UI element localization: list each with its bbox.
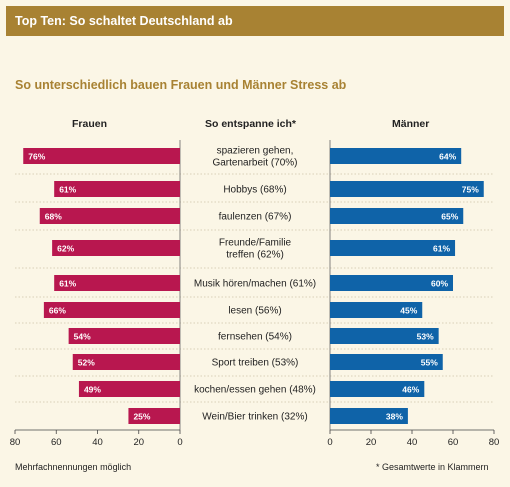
women-value-label: 49%	[84, 385, 101, 395]
right-axis-tick-label: 80	[489, 437, 500, 448]
women-bar	[128, 408, 180, 424]
women-bar	[68, 328, 180, 344]
men-bar	[330, 381, 425, 397]
left-axis-tick-label: 80	[10, 437, 21, 448]
men-value-label: 55%	[421, 358, 438, 368]
category-label: kochen/essen gehen (48%)	[194, 385, 316, 396]
men-value-label: 64%	[439, 152, 456, 162]
women-value-label: 54%	[74, 332, 91, 342]
women-value-label: 61%	[59, 185, 76, 195]
left-axis-tick-label: 0	[177, 437, 182, 448]
category-label: Freunde/Familie treffen (62%)	[219, 238, 292, 261]
women-value-label: 68%	[45, 212, 62, 222]
men-bar	[330, 408, 408, 424]
men-value-label: 60%	[431, 279, 448, 289]
header-activity: So entspanne ich*	[205, 118, 297, 130]
banner-title: Top Ten: So schaltet Deutschland ab	[6, 6, 504, 36]
women-bar	[43, 302, 180, 318]
women-value-label: 62%	[57, 244, 74, 254]
men-bar	[330, 240, 456, 256]
category-label: fernsehen (54%)	[218, 332, 292, 343]
men-value-label: 75%	[462, 185, 479, 195]
right-axis-tick-label: 40	[407, 437, 418, 448]
chart-subtitle: So unterschiedlich bauen Frauen und Männ…	[15, 78, 347, 92]
men-value-label: 53%	[417, 332, 434, 342]
women-bar	[39, 208, 180, 224]
men-value-label: 65%	[441, 212, 458, 222]
men-value-label: 38%	[386, 412, 403, 422]
left-axis-tick-label: 60	[51, 437, 62, 448]
right-axis-tick-label: 0	[327, 437, 332, 448]
women-bar	[78, 381, 180, 397]
header-men: Männer	[392, 118, 430, 130]
women-bar	[54, 181, 180, 197]
men-bar	[330, 148, 462, 164]
men-bar	[330, 208, 464, 224]
header-women: Frauen	[72, 118, 108, 130]
footnote-right: * Gesamtwerte in Klammern	[376, 462, 489, 472]
category-label: spazieren gehen, Gartenarbeit (70%)	[212, 146, 297, 169]
men-bar	[330, 275, 453, 291]
men-value-label: 45%	[400, 306, 417, 316]
category-label: Hobbys (68%)	[223, 185, 286, 196]
men-bar	[330, 328, 439, 344]
women-value-label: 25%	[133, 412, 150, 422]
category-label: Musik hören/machen (61%)	[194, 279, 316, 290]
left-axis-tick-label: 40	[92, 437, 103, 448]
right-axis-tick-label: 20	[366, 437, 377, 448]
men-bar	[330, 181, 484, 197]
women-bar	[54, 275, 180, 291]
men-bar	[330, 302, 423, 318]
women-value-label: 52%	[78, 358, 95, 368]
women-bar	[72, 354, 180, 370]
men-value-label: 46%	[402, 385, 419, 395]
category-label: Wein/Bier trinken (32%)	[202, 412, 307, 423]
women-value-label: 76%	[28, 152, 45, 162]
women-value-label: 61%	[59, 279, 76, 289]
category-label: faulenzen (67%)	[219, 212, 292, 223]
women-value-label: 66%	[49, 306, 66, 316]
men-bar	[330, 354, 443, 370]
left-axis-tick-label: 20	[133, 437, 144, 448]
men-value-label: 61%	[433, 244, 450, 254]
women-bar	[52, 240, 180, 256]
women-bar	[23, 148, 180, 164]
right-axis-tick-label: 60	[448, 437, 459, 448]
category-label: Sport treiben (53%)	[212, 358, 299, 369]
footnote-left: Mehrfachnennungen möglich	[15, 462, 132, 472]
category-label: lesen (56%)	[228, 306, 281, 317]
